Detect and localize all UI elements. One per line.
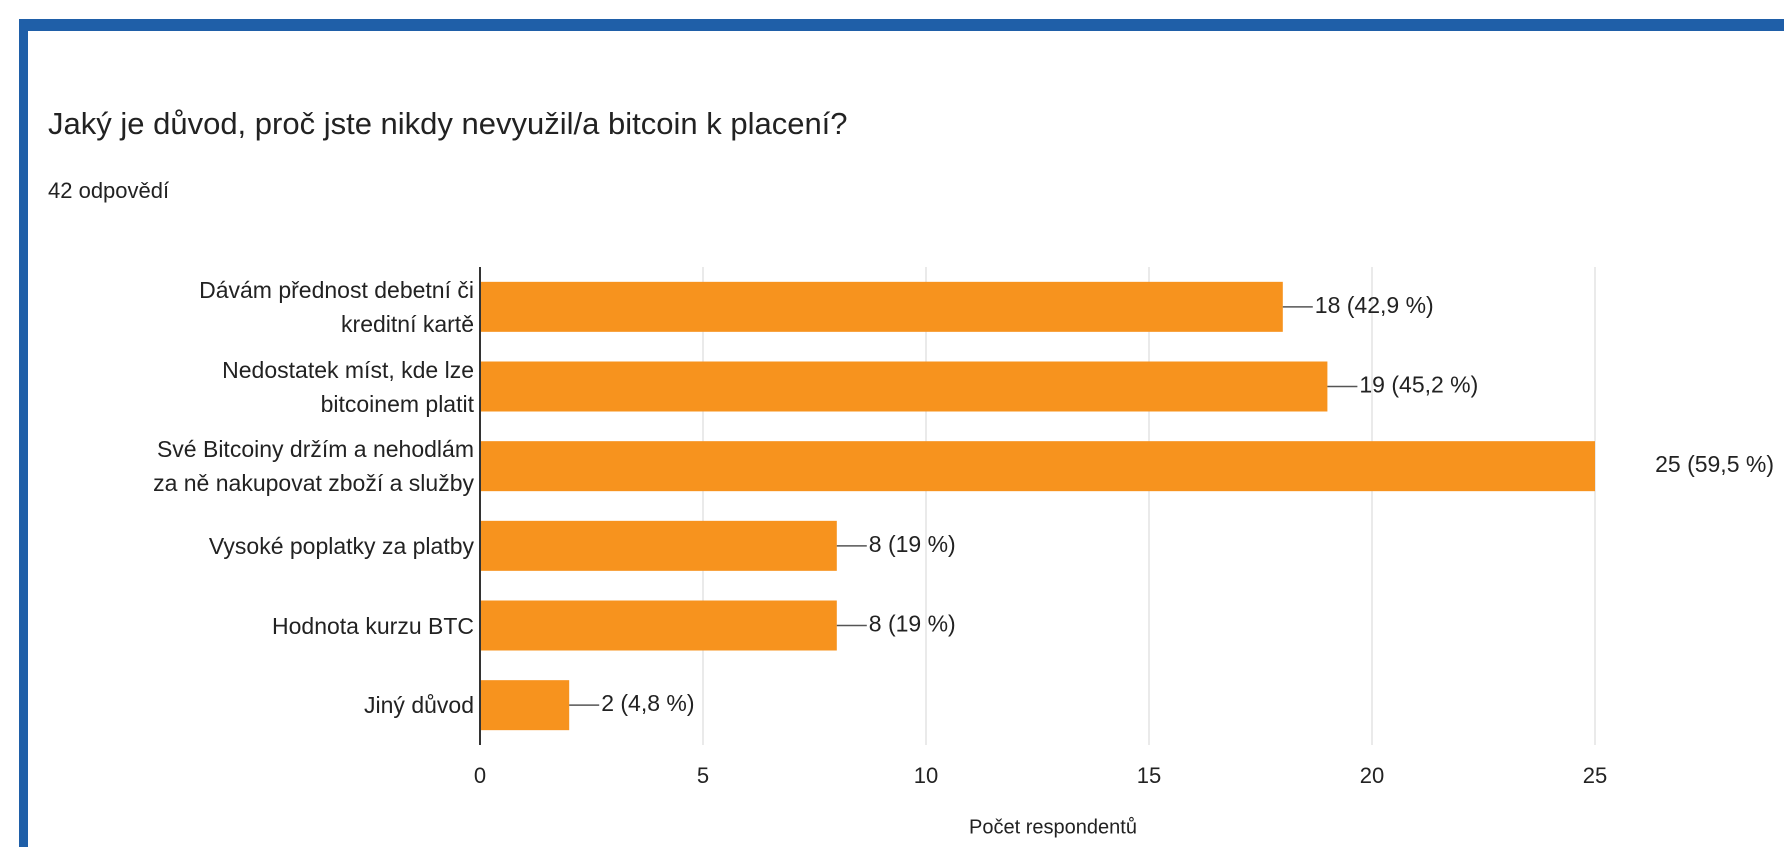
x-tick-label: 15 <box>1137 763 1161 788</box>
bar <box>480 520 837 571</box>
bar <box>480 281 1283 332</box>
y-tick-label: Dávám přednost debetní či kreditní kartě <box>199 276 474 337</box>
bar <box>480 680 570 731</box>
data-label: 8 (19 %) <box>869 531 956 557</box>
data-label: 2 (4,8 %) <box>601 690 694 716</box>
bar <box>480 441 1595 492</box>
data-label: 18 (42,9 %) <box>1315 292 1434 318</box>
data-label: 25 (59,5 %) <box>1655 451 1774 477</box>
y-tick-label: Jiný důvod <box>364 692 474 719</box>
data-label: 8 (19 %) <box>869 611 956 637</box>
chart-subtitle: 42 odpovědí <box>48 178 169 203</box>
y-tick-label: Vysoké poplatky za platby <box>208 532 474 559</box>
data-label: 19 (45,2 %) <box>1359 372 1478 398</box>
y-tick-label: Nedostatek míst, kde lze bitcoinem plati… <box>222 356 474 417</box>
y-tick-label: Hodnota kurzu BTC <box>272 612 474 639</box>
x-tick-label: 5 <box>697 763 709 788</box>
left-border <box>19 19 28 847</box>
x-tick-label: 25 <box>1583 763 1607 788</box>
top-border <box>19 19 1784 31</box>
bar <box>480 361 1328 412</box>
chart-title: Jaký je důvod, proč jste nikdy nevyužil/… <box>48 106 848 141</box>
x-axis-label: Počet respondentů <box>969 816 1137 838</box>
x-tick-label: 20 <box>1360 763 1384 788</box>
x-tick-label: 10 <box>914 763 938 788</box>
x-tick-label: 0 <box>474 763 486 788</box>
bar <box>480 600 837 651</box>
y-tick-label: Své Bitcoiny držím a nehodlám za ně naku… <box>153 436 474 497</box>
